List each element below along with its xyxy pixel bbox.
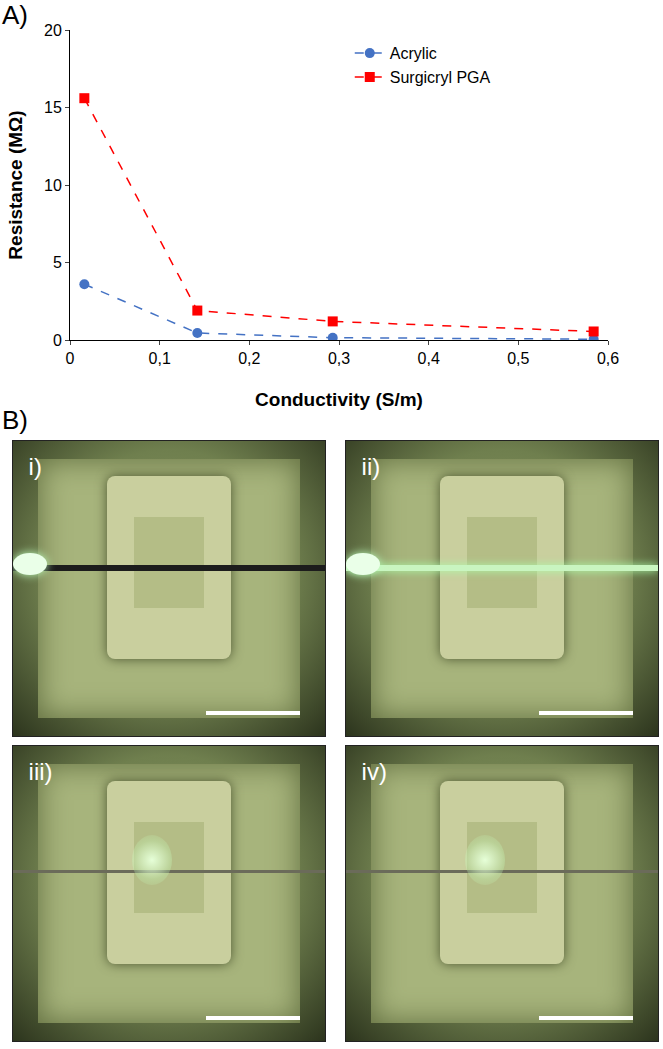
html-text:iv): iv): [361, 757, 387, 785]
html-text:ii): ii): [361, 452, 381, 480]
svg-text:0: 0: [53, 332, 62, 349]
svg-text:0,6: 0,6: [597, 350, 619, 367]
html-text:i): i): [28, 452, 42, 480]
svg-text:0,4: 0,4: [418, 350, 440, 367]
svg-text:20: 20: [44, 22, 62, 39]
svg-text:0: 0: [66, 350, 75, 367]
html-text:B): B): [2, 405, 28, 435]
svg-text:10: 10: [44, 177, 62, 194]
svg-text:0,3: 0,3: [328, 350, 350, 367]
html-text:iii): iii): [28, 757, 53, 785]
svg-text:0,5: 0,5: [507, 350, 529, 367]
svg-text:Conductivity (S/m): Conductivity (S/m): [255, 389, 423, 410]
svg-text:0,1: 0,1: [149, 350, 171, 367]
svg-text:Surgicryl PGA: Surgicryl PGA: [390, 69, 491, 86]
svg-text:Resistance (MΩ): Resistance (MΩ): [5, 110, 26, 259]
html-text:A): A): [2, 0, 28, 30]
svg-text:15: 15: [44, 99, 62, 116]
svg-text:5: 5: [53, 254, 62, 271]
svg-text:0,2: 0,2: [238, 350, 260, 367]
svg-text:Acrylic: Acrylic: [390, 45, 437, 62]
